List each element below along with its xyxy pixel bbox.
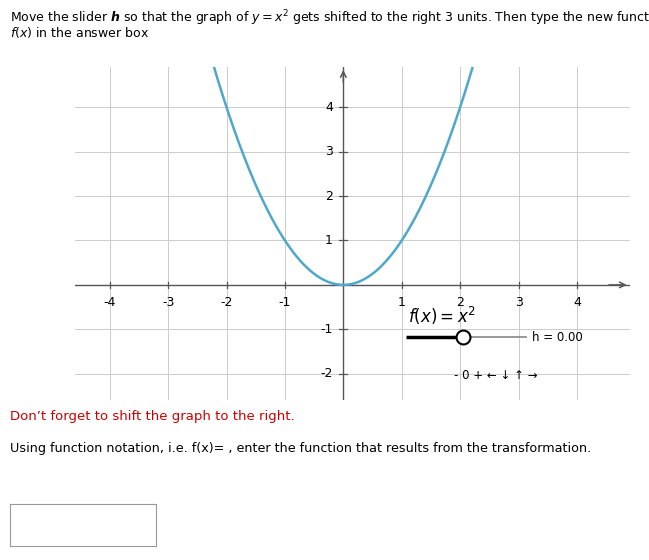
Text: 2: 2 bbox=[325, 189, 333, 203]
Text: 4: 4 bbox=[325, 101, 333, 114]
Text: -4: -4 bbox=[103, 296, 116, 309]
Text: 1: 1 bbox=[325, 234, 333, 247]
Text: $f(x) = x^2$: $f(x) = x^2$ bbox=[408, 305, 476, 327]
Text: 1: 1 bbox=[398, 296, 406, 309]
Text: 2: 2 bbox=[456, 296, 464, 309]
Text: - 0 + ← ↓ ↑ →: - 0 + ← ↓ ↑ → bbox=[454, 370, 538, 382]
Text: -3: -3 bbox=[162, 296, 175, 309]
Text: h = 0.00: h = 0.00 bbox=[532, 331, 583, 344]
Text: Move the slider $\bfit{h}$ so that the graph of $y = x^2$ gets shifted to the ri: Move the slider $\bfit{h}$ so that the g… bbox=[10, 8, 649, 28]
Text: 3: 3 bbox=[325, 145, 333, 158]
Text: Using function notation, i.e. f(x)= , enter the function that results from the t: Using function notation, i.e. f(x)= , en… bbox=[10, 442, 591, 455]
Text: -2: -2 bbox=[220, 296, 233, 309]
Text: 4: 4 bbox=[573, 296, 581, 309]
Text: $f(x)$ in the answer box: $f(x)$ in the answer box bbox=[10, 25, 149, 40]
Text: -1: -1 bbox=[278, 296, 291, 309]
Text: -2: -2 bbox=[321, 367, 333, 380]
Text: -1: -1 bbox=[321, 323, 333, 336]
Text: Don’t forget to shift the graph to the right.: Don’t forget to shift the graph to the r… bbox=[10, 410, 295, 423]
Text: 3: 3 bbox=[515, 296, 522, 309]
